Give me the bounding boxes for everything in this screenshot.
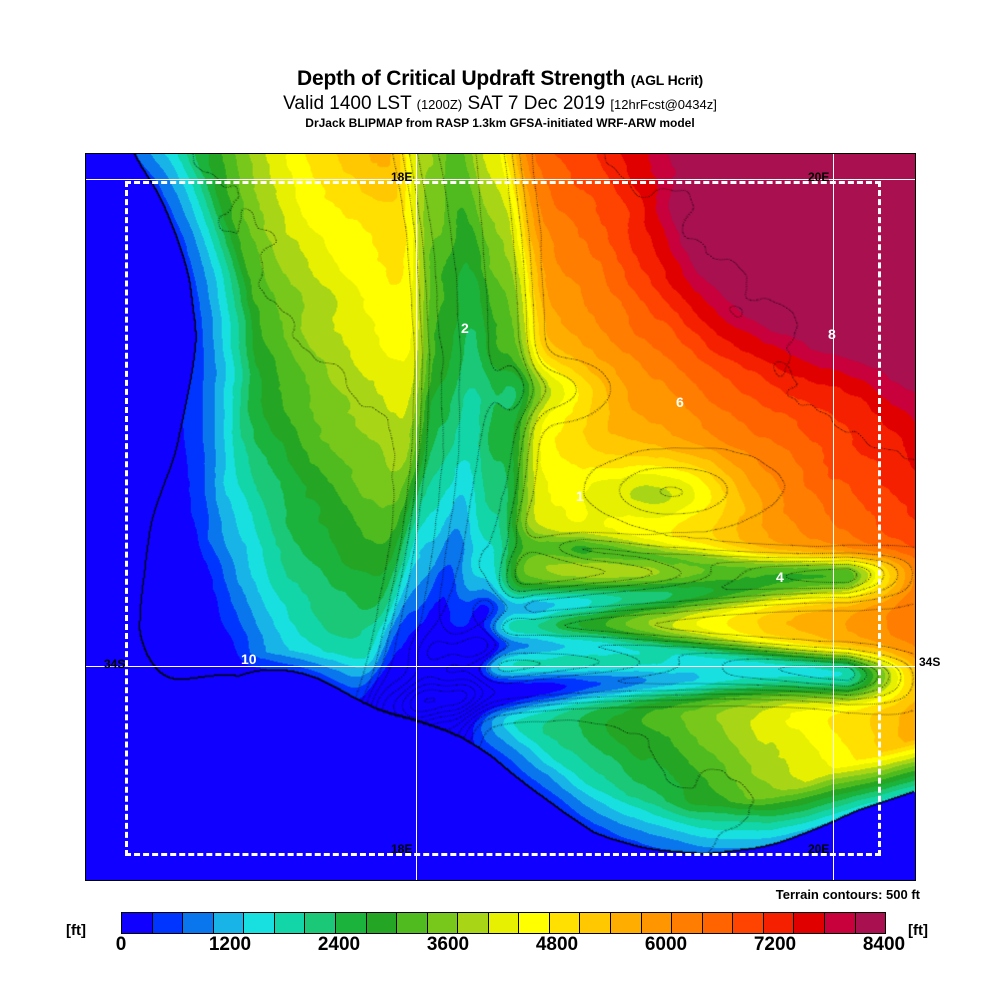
colorbar-swatch	[672, 913, 703, 933]
colorbar-swatch	[335, 913, 367, 933]
colorbar-ticks: 0 1200 2400 3600 4800 6000 7200 8400	[116, 934, 905, 958]
colorbar-swatch	[366, 913, 398, 933]
lat-label-34s-right: 34S	[919, 655, 941, 669]
colorbar-tick-label: 8400	[862, 934, 906, 955]
page-title: Depth of Critical Updraft Strength (AGL …	[0, 68, 1000, 89]
colorbar-unit-left: [ft]	[66, 922, 86, 939]
colorbar-swatch	[305, 913, 336, 933]
colorbar-swatch	[244, 913, 275, 933]
colorbar-tick-label: 0	[115, 934, 127, 955]
colorbar-swatch	[641, 913, 673, 933]
colorbar-tick-label: 2400	[317, 934, 361, 955]
forecast-tag: [12hrFcst@0434z]	[610, 97, 717, 112]
colorbar-swatch	[580, 913, 611, 933]
colorbar-swatch	[794, 913, 825, 933]
colorbar-tick-label: 4800	[535, 934, 579, 955]
colorbar-swatches[interactable]	[121, 912, 886, 934]
colorbar-swatch	[824, 913, 856, 933]
colorbar-swatch	[702, 913, 734, 933]
colorbar-swatch	[397, 913, 428, 933]
colorbar-swatch	[152, 913, 184, 933]
title-main-text: Depth of Critical Updraft Strength	[297, 67, 626, 90]
terrain-contour-note: Terrain contours: 500 ft	[775, 887, 920, 902]
title-block: Depth of Critical Updraft Strength (AGL …	[0, 68, 1000, 129]
colorbar-tick-label: 3600	[426, 934, 470, 955]
model-attribution: DrJack BLIPMAP from RASP 1.3km GFSA-init…	[305, 116, 695, 130]
valid-prefix: Valid 1400 LST	[283, 93, 412, 114]
colorbar-swatch	[274, 913, 306, 933]
colorbar-legend: [ft] 0 1200 2400 3600 4800 6000 7200 8400 [ft]	[0, 908, 1000, 958]
map-raster-canvas	[86, 154, 915, 880]
valid-date: SAT 7 Dec 2019	[467, 93, 606, 114]
colorbar-swatch	[855, 913, 886, 933]
colorbar-swatch	[488, 913, 520, 933]
colorbar-swatch	[427, 913, 459, 933]
colorbar-unit-right: [ft]	[908, 922, 928, 939]
colorbar-tick-label: 1200	[208, 934, 252, 955]
colorbar-swatch	[549, 913, 581, 933]
colorbar-swatch	[733, 913, 764, 933]
colorbar-tick-label: 7200	[753, 934, 797, 955]
title-valid-line: Valid 1400 LST (1200Z) SAT 7 Dec 2019 [1…	[0, 94, 1000, 113]
forecast-map[interactable]: 18E 20E 18E 20E 34S 2 8 6 1 4 10	[85, 153, 916, 881]
title-main-suffix: (AGL Hcrit)	[630, 72, 703, 88]
colorbar-swatch	[763, 913, 795, 933]
valid-utc: (1200Z)	[416, 97, 463, 112]
colorbar-tick-label: 6000	[644, 934, 688, 955]
colorbar-swatch	[458, 913, 489, 933]
colorbar-swatch	[519, 913, 550, 933]
colorbar-swatch	[213, 913, 245, 933]
colorbar-swatch	[183, 913, 214, 933]
colorbar-swatch	[122, 913, 153, 933]
colorbar-swatch	[611, 913, 642, 933]
